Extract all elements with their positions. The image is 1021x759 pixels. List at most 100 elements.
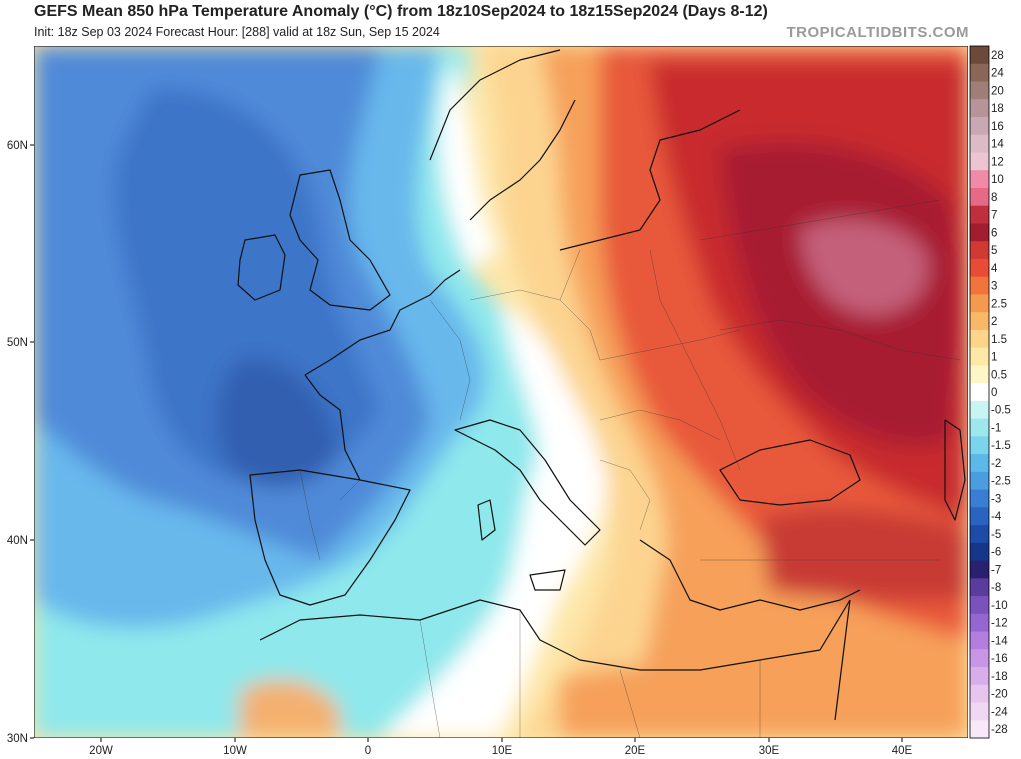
colorbar-label: 28 — [991, 50, 1004, 62]
colorbar-swatch — [970, 276, 989, 295]
colorbar-swatch — [970, 418, 989, 437]
colorbar-label: -14 — [991, 635, 1008, 647]
longitude-ticks: 20W 10W 0 10E 20E 30E 40E — [89, 738, 913, 757]
colorbar-swatch — [970, 365, 989, 384]
colorbar-label: -24 — [991, 706, 1008, 718]
iberia-coast — [249, 469, 411, 606]
colorbar-label: -3 — [991, 493, 1001, 505]
colorbar-swatch — [970, 152, 989, 171]
map-title: GEFS Mean 850 hPa Temperature Anomaly (°… — [34, 3, 768, 20]
colorbar-swatch — [970, 684, 989, 704]
colorbar-swatch — [970, 542, 989, 562]
ocean-cold-core — [217, 358, 340, 488]
colorbar-label: 0.5 — [991, 369, 1007, 381]
colorbar-swatch — [970, 205, 989, 224]
colorbar-swatch — [970, 312, 989, 331]
colorbar-swatch — [970, 471, 989, 491]
brand-watermark: TROPICALTIDBITS.COM — [786, 24, 969, 41]
colorbar-label: 16 — [991, 121, 1004, 133]
colorbar-swatch — [970, 702, 989, 721]
colorbar-swatch — [970, 170, 989, 189]
colorbar-label: 0 — [991, 387, 997, 399]
colorbar-label: 4 — [991, 263, 998, 275]
colorbar-swatch — [970, 613, 989, 633]
colorbar-swatch — [970, 116, 989, 136]
sicily-coast — [529, 569, 566, 591]
caspian-coast — [944, 419, 966, 521]
baltic-coast — [559, 109, 741, 251]
colorbar-label: -1 — [991, 422, 1001, 434]
colorbar-swatch — [970, 578, 989, 597]
colorbar-swatch — [970, 347, 989, 366]
coastlines — [237, 49, 966, 721]
colorbar-label: 24 — [991, 68, 1004, 80]
greece-turkey-coast — [639, 539, 861, 611]
colorbar-swatch — [970, 134, 989, 153]
colorbar-swatch — [970, 596, 989, 615]
lon-tick-label: 10W — [223, 745, 247, 757]
colorbar-label: 10 — [991, 174, 1004, 186]
core-cold-region — [114, 88, 380, 482]
colorbar-swatch — [970, 649, 989, 668]
colorbar-label: -8 — [991, 582, 1001, 594]
colorbar-label: 5 — [991, 245, 997, 257]
colorbar-label: 6 — [991, 227, 997, 239]
colorbar-swatch — [970, 81, 989, 100]
colorbar-label: 18 — [991, 103, 1004, 115]
peak-anomaly-region — [800, 219, 928, 316]
turkey-hot-region — [760, 509, 968, 600]
colorbar-swatch — [970, 507, 989, 526]
colorbar-swatch — [970, 241, 989, 260]
north-africa-warm — [560, 666, 760, 738]
neutral-region — [380, 300, 608, 738]
colorbar-label: -18 — [991, 671, 1008, 683]
great-britain-coast — [289, 169, 391, 311]
lat-tick-label: 50N — [7, 337, 28, 349]
colorbar-label: -2 — [991, 458, 1001, 470]
scandinavia-coast — [429, 49, 576, 221]
lat-tick-label: 40N — [7, 535, 28, 547]
colorbar-swatch — [970, 383, 989, 402]
colorbar-swatch — [970, 258, 989, 278]
colorbar-label: -12 — [991, 618, 1008, 630]
colorbar-label: 3 — [991, 281, 997, 293]
colorbar-swatch — [970, 560, 989, 579]
sardinia-coast — [477, 499, 496, 541]
colorbar-swatch — [970, 99, 989, 118]
colorbar-label: 7 — [991, 210, 997, 222]
colorbar-label: 2.5 — [991, 298, 1007, 310]
colorbar-swatch — [970, 436, 989, 455]
black-sea-coast — [719, 439, 861, 506]
colorbar-label: -28 — [991, 724, 1008, 736]
colorbar-label: 8 — [991, 192, 997, 204]
colorbar-swatch — [970, 454, 989, 473]
country-borders — [299, 199, 961, 738]
colorbar-label: -0.5 — [991, 405, 1011, 417]
lat-tick-label: 30N — [7, 733, 28, 745]
colorbar-label: 12 — [991, 156, 1004, 168]
colorbar-swatch — [970, 187, 989, 207]
colorbar-label: -7 — [991, 564, 1001, 576]
lat-tick-label: 60N — [7, 140, 28, 152]
map-field — [34, 46, 968, 738]
colorbar-label: -20 — [991, 689, 1008, 701]
colorbar-swatch — [970, 46, 989, 65]
lon-tick-label: 30E — [759, 745, 780, 757]
colorbar-label: 1 — [991, 352, 997, 364]
colorbar-swatch — [970, 329, 989, 349]
neutral-north — [439, 60, 500, 270]
italy-coast — [454, 419, 601, 546]
levant-coast — [834, 599, 851, 721]
colorbar-label: -10 — [991, 600, 1008, 612]
colorbar: 28 24 20 18 16 14 12 10 8 7 6 5 4 3 2.5 2 1.5 1 0.5 0 -0.5 -1… — [969, 45, 1011, 739]
ireland-coast — [237, 234, 286, 301]
colorbar-label: -6 — [991, 547, 1001, 559]
colorbar-swatch — [970, 631, 989, 650]
colorbar-swatch — [970, 489, 989, 508]
colorbar-label: -4 — [991, 511, 1002, 523]
colorbar-swatch — [970, 525, 989, 544]
france-coast — [304, 269, 461, 481]
colorbar-swatch — [970, 223, 989, 242]
colorbar-label: -2.5 — [991, 476, 1011, 488]
